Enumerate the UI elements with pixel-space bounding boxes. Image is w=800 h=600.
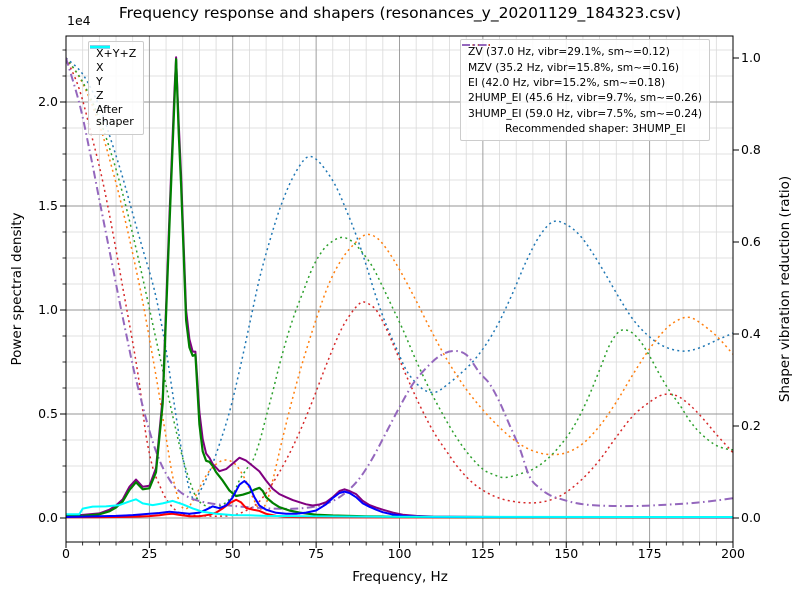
y-axis-offset-label: 1e4 [67,13,91,28]
legend-item-label: Z [96,88,104,102]
y-tick-label-left: 0.5 [38,406,58,421]
y-tick-label-left: 1.5 [38,198,58,213]
legend-item: MZV (35.2 Hz, vibr=15.8%, sm~=0.16) [462,44,702,74]
legend-item-label: 2HUMP_EI (45.6 Hz, vibr=9.7%, sm~=0.26) [468,91,703,105]
chart-title: Frequency response and shapers (resonanc… [118,4,682,22]
legend-item-label: 3HUMP_EI (59.0 Hz, vibr=7.5%, sm~=0.24) [468,106,703,120]
y-tick-label-right: 0.0 [741,510,761,525]
legend-item: Y [90,45,136,89]
y-tick-label-right: 0.8 [741,142,761,157]
x-tick-label: 100 [387,546,412,561]
y-tick-label-left: 0.0 [38,510,58,525]
curve-2hump_ei [66,57,733,517]
legend-item: EI (42.0 Hz, vibr=15.2%, sm~=0.18) [462,44,702,90]
y-tick-label-left: 2.0 [38,94,58,109]
curve-3hump_ei [66,57,733,510]
y-tick-label-right: 0.2 [741,418,761,433]
legend-item: After shaper [90,45,136,129]
curve-z [66,480,733,519]
legend-psd: X+Y+Z X Y Z After shaper [88,41,145,135]
legend-item: Z [90,45,136,103]
x-tick-label: 150 [554,546,579,561]
legend-item-label: After shaper [96,102,134,128]
legend-shapers: ZV (37.0 Hz, vibr=29.1%, sm~=0.12) MZV (3… [460,39,711,142]
curve-mzv [66,57,733,510]
legend-item: 2HUMP_EI (45.6 Hz, vibr=9.7%, sm~=0.26) [462,44,703,105]
x-axis-label: Frequency, Hz [352,569,448,585]
legend-item-label: X+Y+Z [96,46,137,60]
x-tick-label: 125 [470,546,495,561]
legend-item-label: X [96,60,104,74]
x-tick-label: 50 [224,546,241,561]
y-tick-label-right: 1.0 [741,50,761,65]
legend-item: ZV (37.0 Hz, vibr=29.1%, sm~=0.12) [462,44,702,59]
recommended-shaper-text: Recommended shaper: 3HUMP_EI [505,122,686,136]
curve-y [66,58,733,519]
legend-item-label: ZV (37.0 Hz, vibr=29.1%, sm~=0.12) [468,45,670,59]
legend-item-label: EI (42.0 Hz, vibr=15.2%, sm~=0.18) [468,75,666,89]
legend-item: X [90,45,136,75]
y-axis-label-right: Shaper vibration reduction (ratio) [777,175,793,403]
x-tick-label: 25 [141,546,158,561]
y-tick-label-right: 0.6 [741,234,761,249]
curve-after-shaper [66,498,733,518]
legend-line-sample [462,44,490,46]
legend-item-label: MZV (35.2 Hz, vibr=15.8%, sm~=0.16) [468,60,680,74]
x-tick-label: 0 [62,546,70,561]
legend-item-label: Y [96,74,103,88]
y-tick-label-left: 1.0 [38,302,58,317]
curve-x+y+z [66,56,733,518]
x-tick-label: 75 [308,546,325,561]
y-axis-label-left: Power spectral density [9,212,25,366]
legend-line-sample [90,45,110,49]
x-tick-label: 175 [637,546,662,561]
y-tick-label-right: 0.4 [741,326,761,341]
x-tick-label: 200 [721,546,745,561]
legend-item: 3HUMP_EI (59.0 Hz, vibr=7.5%, sm~=0.24) [462,44,703,121]
curve-zv [66,57,733,500]
